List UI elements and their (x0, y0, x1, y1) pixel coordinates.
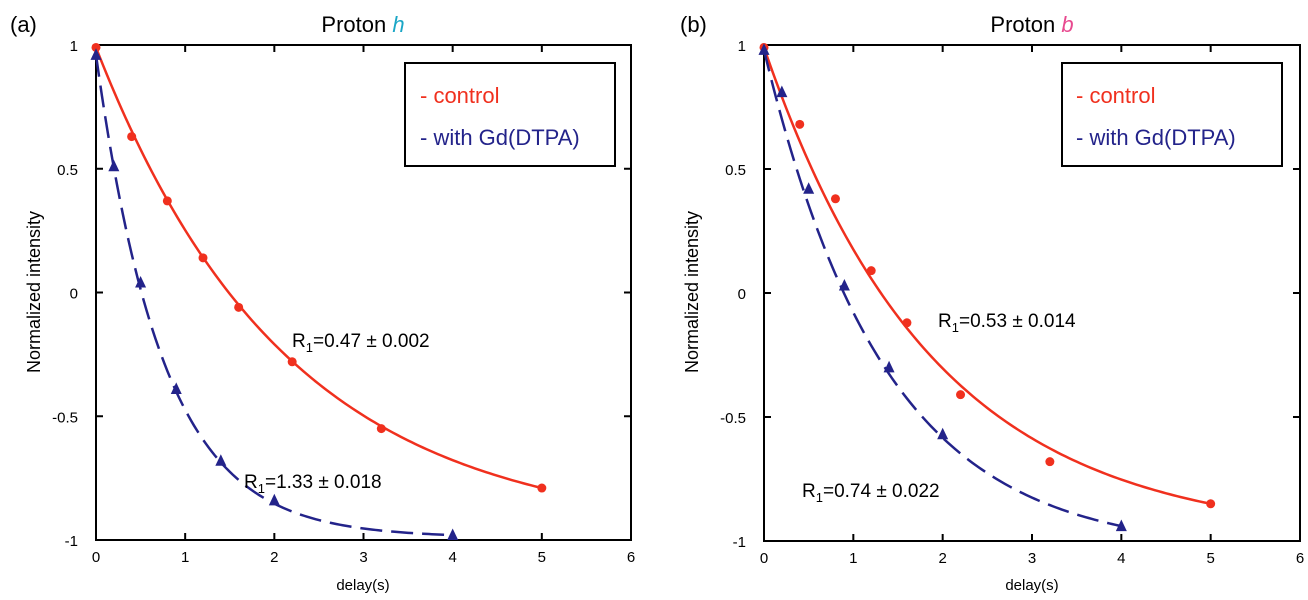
control-data-point (537, 483, 547, 493)
gd-data-point (1115, 519, 1127, 532)
y-tick-label: 0 (738, 286, 746, 303)
y-tick-label: 0.5 (725, 162, 746, 179)
panel-a-markers (90, 42, 547, 540)
x-tick-label: 2 (270, 549, 278, 566)
y-tick-label: -1 (733, 534, 746, 551)
y-tick-label: -1 (65, 533, 78, 550)
x-tick-label: 4 (1117, 550, 1125, 567)
control-data-point (376, 424, 386, 434)
control-data-point (866, 266, 876, 276)
gd-data-point (135, 276, 147, 288)
y-tick-label: 1 (70, 38, 78, 55)
control-data-point (234, 302, 244, 312)
panel-a-legend-box (404, 62, 616, 167)
panel-b-tick-labels: 0 1 2 3 4 5 6 -1 -0.5 0 0.5 1 (720, 38, 1304, 567)
control-data-point (287, 357, 297, 367)
y-tick-label: -0.5 (720, 410, 746, 427)
panel-a-x-axis-label: delay(s) (336, 577, 389, 594)
gd-data-point (838, 278, 850, 291)
control-data-point (91, 42, 101, 52)
gd-data-point (447, 528, 459, 540)
x-tick-label: 6 (1296, 550, 1304, 567)
x-tick-label: 3 (1028, 550, 1036, 567)
x-tick-label: 0 (760, 550, 768, 567)
panel-b-annotation-control: R1=0.53 ± 0.014 (938, 311, 1076, 335)
panel-b-y-axis-label: Normalized intensity (682, 211, 702, 373)
gd-data-point (776, 85, 788, 98)
control-data-point (1206, 499, 1216, 509)
panel-b-legend-box (1061, 62, 1283, 167)
panel-b-markers (758, 42, 1216, 532)
panel-b-title: Proton b (990, 12, 1073, 37)
panel-a-legend-control: - control (420, 83, 499, 108)
panel-a-annotation-gd: R1=1.33 ± 0.018 (244, 472, 382, 496)
control-data-point (1045, 457, 1055, 467)
x-tick-label: 1 (849, 550, 857, 567)
panel-a-legend: - control - with Gd(DTPA) (404, 62, 616, 167)
panel-a-annotation-control: R1=0.47 ± 0.002 (292, 331, 430, 355)
gd-data-point (215, 454, 227, 466)
y-tick-label: 1 (738, 38, 746, 55)
panel-a-ticks (95, 44, 632, 541)
panel-a-label: (a) (10, 12, 37, 37)
panel-b-label: (b) (680, 12, 707, 37)
panel-b-x-axis-label: delay(s) (1005, 577, 1058, 594)
gd-fit-curve (94, 54, 453, 537)
gd-data-point (268, 493, 280, 506)
panel-a: (a) Proton h 0 1 2 3 4 5 6 -1 -0.5 0 0.5 1 Normaliz… (10, 12, 635, 594)
y-tick-label: -0.5 (52, 409, 78, 426)
gd-data-point (937, 427, 949, 440)
panel-b-curves (762, 47, 1211, 528)
x-tick-label: 4 (448, 549, 456, 566)
x-tick-label: 2 (938, 550, 946, 567)
panel-a-legend-gd: - with Gd(DTPA) (420, 125, 580, 150)
gd-data-point (758, 43, 770, 55)
gd-data-point (108, 159, 120, 172)
control-data-point (830, 194, 840, 204)
gd-fit-curve (762, 49, 1122, 528)
y-tick-label: 0 (70, 286, 78, 303)
control-data-point (198, 253, 208, 263)
gd-data-point (170, 382, 182, 394)
x-tick-label: 6 (627, 549, 635, 566)
panel-b: (b) Proton b 0 1 2 3 4 5 6 -1 -0.5 0 0.5 1 Normaliz… (680, 12, 1304, 594)
panel-a-title-prefix: Proton (321, 12, 392, 37)
x-tick-label: 0 (92, 549, 100, 566)
y-tick-label: 0.5 (57, 162, 78, 179)
panel-a-tick-labels: 0 1 2 3 4 5 6 -1 -0.5 0 0.5 1 (52, 38, 635, 566)
panel-b-legend: - control - with Gd(DTPA) (1061, 62, 1283, 167)
panel-b-legend-control: - control (1076, 83, 1155, 108)
control-data-point (127, 132, 137, 142)
control-fit-curve (762, 47, 1211, 506)
control-data-point (795, 119, 805, 129)
x-tick-label: 5 (1206, 550, 1214, 567)
control-data-point (162, 196, 172, 206)
control-data-point (956, 390, 966, 400)
panel-b-title-symbol: b (1061, 12, 1073, 37)
panel-a-title: Proton h (321, 12, 404, 37)
x-tick-label: 1 (181, 549, 189, 566)
panel-b-ticks (763, 44, 1301, 542)
panel-b-annotation-gd: R1=0.74 ± 0.022 (802, 481, 940, 505)
panel-b-legend-gd: - with Gd(DTPA) (1076, 125, 1236, 150)
panel-a-y-axis-label: Normalized intensity (24, 211, 44, 373)
control-data-point (902, 318, 912, 328)
panel-b-title-prefix: Proton (990, 12, 1061, 37)
control-fit-curve (94, 47, 543, 490)
gd-data-point (803, 182, 815, 194)
x-tick-label: 5 (538, 549, 546, 566)
gd-data-point (90, 48, 102, 60)
panel-a-title-symbol: h (392, 12, 404, 37)
x-tick-label: 3 (359, 549, 367, 566)
gd-data-point (883, 360, 895, 373)
